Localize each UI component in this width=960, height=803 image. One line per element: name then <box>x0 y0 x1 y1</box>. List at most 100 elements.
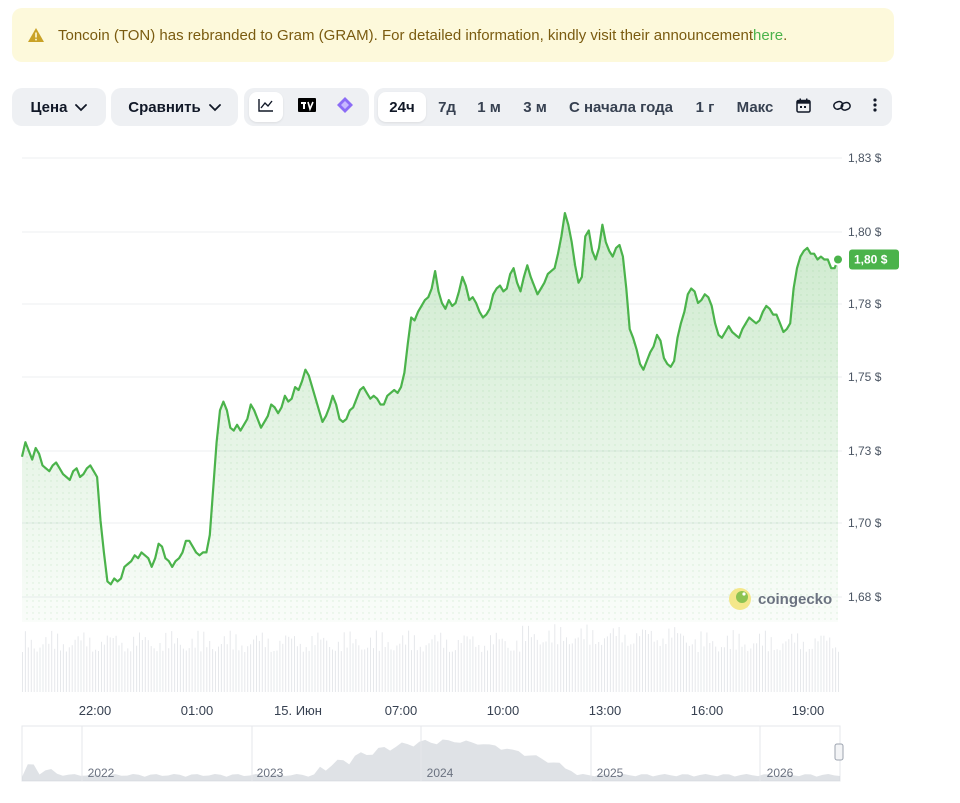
volume-bar <box>472 636 474 692</box>
crypto-button[interactable] <box>328 92 362 122</box>
range-3m[interactable]: 3 м <box>523 98 547 116</box>
volume-bar <box>153 648 155 692</box>
navigator-handle[interactable] <box>834 743 844 761</box>
warning-icon <box>28 26 46 44</box>
volume-bar <box>279 640 281 692</box>
tradingview-button[interactable] <box>290 92 324 122</box>
banner-text: Toncoin (TON) has rebranded to Gram (GRA… <box>58 26 754 44</box>
volume-bar <box>24 631 26 692</box>
price-dropdown[interactable]: Цена <box>12 88 106 126</box>
volume-bar <box>340 651 342 692</box>
volume-bar <box>352 643 354 692</box>
volume-bar <box>770 637 772 692</box>
volume-bar <box>124 651 126 692</box>
volume-bar <box>583 639 585 692</box>
volume-bar <box>481 651 483 692</box>
volume-bar <box>817 641 819 692</box>
range-24h[interactable]: 24ч <box>378 92 426 122</box>
volume-bar <box>756 643 758 692</box>
volume-bar <box>589 644 591 692</box>
calendar-button[interactable] <box>788 92 818 122</box>
volume-bar <box>326 640 328 692</box>
volume-bar <box>548 630 550 692</box>
range-1y[interactable]: 1 г <box>695 98 715 116</box>
volume-bar <box>174 643 176 692</box>
volume-bar <box>364 649 366 692</box>
calendar-icon <box>795 98 811 117</box>
announcement-link[interactable]: here <box>753 26 784 44</box>
volume-bar <box>709 643 711 692</box>
volume-bar <box>832 648 834 692</box>
volume-bar <box>115 635 117 692</box>
volume-bar <box>528 625 529 692</box>
volume-bar <box>150 646 152 692</box>
volume-bar <box>624 634 626 692</box>
volume-bar <box>794 642 796 692</box>
volume-bar <box>642 629 643 692</box>
compare-dropdown[interactable]: Сравнить <box>111 88 238 126</box>
volume-bar <box>647 634 649 692</box>
volume-bar <box>112 638 114 692</box>
volume-bar <box>606 636 608 692</box>
current-price-badge <box>849 249 899 270</box>
y-tick-label: 1,70 $ <box>848 516 882 530</box>
volume-bar <box>256 635 257 692</box>
volume-bar <box>604 638 605 692</box>
volume-bar <box>466 636 468 692</box>
volume-bar <box>428 643 430 692</box>
volume-bar <box>688 645 690 692</box>
x-tick-label: 22:00 <box>79 703 112 718</box>
volume-bar <box>305 647 307 692</box>
volume-bar <box>238 650 240 692</box>
range-ytd[interactable]: С начала года <box>569 98 673 116</box>
price-chart[interactable]: 1,83 $ 1,80 $ 1,78 $ 1,75 $ 1,73 $ 1,70 $ 1,68… <box>0 130 960 803</box>
volume-bar <box>492 644 494 692</box>
link-button[interactable] <box>826 92 858 122</box>
volume-bar <box>51 630 53 692</box>
line-chart-button[interactable] <box>249 92 283 122</box>
volume-bar <box>764 630 766 692</box>
volume-bar <box>726 635 728 692</box>
range-navigator[interactable]: 2022 2023 2024 2025 2026 <box>21 725 844 782</box>
volume-bar <box>27 647 29 692</box>
x-tick-label: 10:00 <box>487 703 520 718</box>
volume-bar <box>753 643 755 692</box>
volume-bar <box>718 651 720 692</box>
volume-bar <box>601 644 603 692</box>
volume-bar <box>723 647 725 692</box>
navigator-area <box>22 739 840 781</box>
volume-bar <box>220 644 222 692</box>
more-button[interactable] <box>862 92 888 122</box>
x-tick-label: 19:00 <box>792 703 825 718</box>
volume-bar <box>425 645 427 692</box>
volume-bar <box>390 649 392 692</box>
x-tick-label: 15. Июн <box>274 703 322 718</box>
volume-bar <box>586 624 588 692</box>
volume-bar <box>200 651 202 692</box>
volume-bar <box>80 640 82 692</box>
volume-bar <box>609 633 611 692</box>
volume-bar <box>54 648 56 692</box>
volume-bar <box>706 632 708 692</box>
volume-bar <box>560 627 562 692</box>
volume-bar <box>677 633 679 692</box>
volume-bar <box>665 644 667 692</box>
volume-bar <box>826 640 828 692</box>
volume-bar <box>133 636 135 692</box>
volume-bar <box>700 631 702 692</box>
volume-bar <box>206 647 208 692</box>
volume-bar <box>656 640 658 692</box>
volume-bar <box>343 632 345 692</box>
volume-bar <box>633 643 635 692</box>
volume-bar <box>349 631 351 692</box>
volume-bar <box>504 641 506 692</box>
crypto-icon <box>336 96 354 119</box>
range-max[interactable]: Макс <box>736 98 774 116</box>
chevron-down-icon <box>75 99 88 116</box>
volume-bar <box>296 646 298 692</box>
range-1m[interactable]: 1 м <box>477 98 501 116</box>
range-7d[interactable]: 7д <box>438 98 456 116</box>
volume-bar <box>165 632 167 692</box>
volume-bar <box>484 645 486 692</box>
volume-bar <box>320 639 322 692</box>
